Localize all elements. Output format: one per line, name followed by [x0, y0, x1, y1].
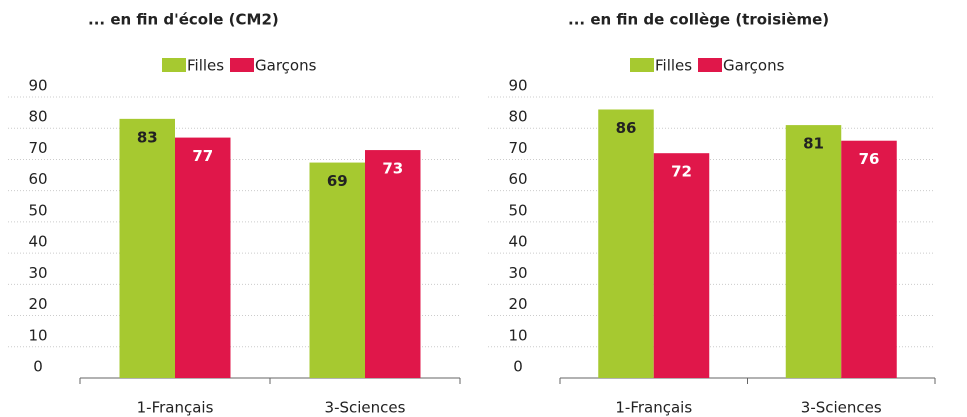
bar — [365, 150, 421, 378]
y-tick-label: 80 — [28, 108, 47, 126]
y-tick-label: 40 — [28, 233, 47, 251]
x-tick-label: 1-Français — [137, 399, 214, 417]
legend-label: Filles — [655, 57, 692, 75]
bar — [598, 109, 654, 378]
data-label: 83 — [137, 128, 158, 146]
chart-title: ... en fin de collège (troisième) — [568, 11, 829, 29]
legend-swatch — [162, 58, 186, 72]
bar — [785, 125, 842, 378]
y-tick-label: 20 — [508, 295, 527, 313]
y-tick-label: 10 — [28, 326, 47, 344]
y-tick-label: 40 — [508, 233, 527, 251]
y-tick-label: 50 — [508, 201, 527, 219]
data-label: 72 — [671, 163, 692, 181]
legend-swatch — [630, 58, 654, 72]
x-tick-label: 3-Sciences — [325, 399, 406, 417]
y-tick-label: 0 — [33, 358, 43, 376]
y-tick-label: 70 — [508, 139, 527, 157]
legend-label: Filles — [187, 57, 224, 75]
bar — [309, 162, 365, 378]
data-label: 77 — [192, 147, 213, 165]
bar — [841, 140, 897, 378]
legend-swatch — [698, 58, 722, 72]
y-tick-label: 80 — [508, 108, 527, 126]
data-label: 69 — [327, 172, 348, 190]
bar — [119, 118, 175, 378]
bar — [175, 137, 231, 378]
y-tick-label: 90 — [28, 77, 47, 95]
chart-title: ... en fin d'école (CM2) — [88, 11, 279, 29]
legend-swatch — [230, 58, 254, 72]
y-tick-label: 90 — [508, 77, 527, 95]
y-tick-label: 60 — [508, 170, 527, 188]
y-tick-label: 10 — [508, 326, 527, 344]
bar — [653, 153, 710, 378]
data-label: 73 — [382, 160, 403, 178]
data-label: 81 — [803, 135, 824, 153]
y-tick-label: 0 — [513, 358, 523, 376]
y-tick-label: 50 — [28, 201, 47, 219]
y-tick-label: 30 — [508, 264, 527, 282]
legend-label: Garçons — [255, 57, 317, 75]
data-label: 76 — [859, 150, 880, 168]
x-tick-label: 1-Français — [615, 399, 692, 417]
y-tick-label: 60 — [28, 170, 47, 188]
y-tick-label: 70 — [28, 139, 47, 157]
legend-label: Garçons — [723, 57, 785, 75]
y-tick-label: 20 — [28, 295, 47, 313]
data-label: 86 — [616, 119, 637, 137]
y-tick-label: 30 — [28, 264, 47, 282]
x-tick-label: 3-Sciences — [801, 399, 882, 417]
